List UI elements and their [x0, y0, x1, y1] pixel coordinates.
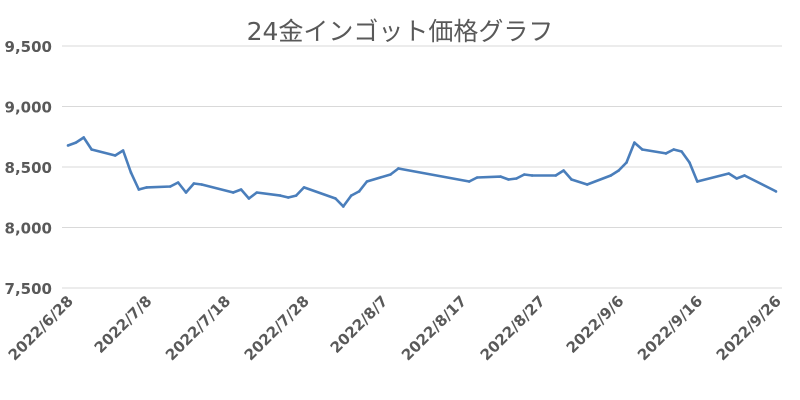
- data-point: [530, 174, 534, 177]
- x-tick-label: 2022/7/8: [91, 292, 156, 357]
- data-point: [302, 186, 306, 189]
- data-point: [735, 177, 738, 180]
- data-point: [664, 152, 668, 155]
- data-point: [696, 180, 699, 183]
- data-point: [137, 188, 141, 191]
- data-point: [66, 144, 70, 147]
- data-point: [507, 178, 510, 181]
- data-point: [609, 174, 613, 177]
- x-tick-label: 2022/8/27: [477, 292, 549, 364]
- data-point: [365, 180, 369, 183]
- data-point: [113, 154, 117, 157]
- data-point: [688, 161, 691, 164]
- data-point: [585, 183, 589, 186]
- data-point: [570, 178, 573, 181]
- data-point: [82, 136, 86, 139]
- data-point: [617, 169, 620, 172]
- data-point: [255, 191, 259, 194]
- data-point: [231, 191, 235, 194]
- data-point: [672, 148, 676, 151]
- x-tick-label: 2022/9/16: [634, 292, 706, 364]
- data-point: [349, 194, 353, 197]
- data-point: [522, 173, 526, 176]
- y-tick-label: 9,000: [5, 99, 52, 117]
- data-point: [129, 171, 133, 174]
- x-tick-label: 2022/8/17: [398, 292, 470, 364]
- data-point: [562, 169, 565, 172]
- y-tick-label: 8,500: [5, 159, 52, 177]
- x-tick-label: 2022/7/28: [241, 292, 313, 364]
- data-point: [168, 185, 172, 188]
- data-point: [633, 141, 636, 144]
- data-point: [680, 150, 683, 153]
- data-point: [145, 186, 148, 189]
- y-tick-label: 7,500: [5, 280, 52, 298]
- y-tick-label: 8,000: [5, 220, 52, 238]
- data-point: [121, 149, 125, 152]
- data-point: [743, 174, 746, 177]
- data-point: [192, 182, 196, 185]
- data-point: [774, 190, 778, 193]
- data-point: [357, 190, 361, 193]
- chart-title: 24金インゴット価格グラフ: [247, 17, 554, 46]
- price-line: [67, 136, 777, 208]
- data-point: [90, 148, 93, 151]
- data-point: [334, 197, 337, 200]
- data-point: [467, 180, 471, 183]
- x-tick-label: 2022/6/28: [5, 292, 77, 364]
- x-tick-label: 2022/7/18: [162, 292, 234, 364]
- data-point: [294, 194, 298, 197]
- data-point: [397, 167, 400, 170]
- data-point: [727, 172, 731, 175]
- data-point: [176, 181, 180, 184]
- data-point: [286, 196, 290, 199]
- data-point: [200, 183, 204, 186]
- data-point: [74, 141, 78, 144]
- data-point: [554, 174, 558, 177]
- y-tick-label: 9,500: [5, 38, 52, 56]
- data-point: [184, 191, 188, 194]
- data-point: [475, 176, 479, 179]
- data-point: [247, 197, 251, 200]
- x-tick-label: 2022/9/26: [713, 292, 785, 364]
- x-tick-label: 2022/9/6: [563, 292, 628, 357]
- data-point: [389, 173, 392, 176]
- data-point: [239, 188, 243, 191]
- data-point: [499, 175, 502, 178]
- data-point: [342, 205, 345, 208]
- x-tick-label: 2022/8/7: [327, 292, 392, 357]
- data-point: [515, 177, 518, 180]
- data-point: [279, 194, 282, 197]
- data-point: [625, 161, 628, 164]
- data-point: [640, 148, 644, 151]
